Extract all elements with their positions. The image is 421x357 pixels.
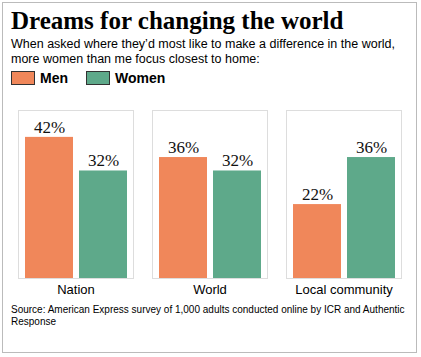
svg-text:32%: 32% — [222, 151, 253, 170]
svg-text:36%: 36% — [168, 138, 199, 157]
svg-text:32%: 32% — [88, 151, 119, 170]
html-text:Source: American Express surve: Source: American Express survey of 1,000… — [11, 304, 405, 327]
html-text:Men: Men — [40, 70, 68, 86]
html-text:Women: Women — [115, 70, 166, 86]
html-text:When asked where they’d most l: When asked where they’d most like to mak… — [11, 37, 395, 66]
svg-text:Local community: Local community — [295, 282, 393, 297]
svg-text:36%: 36% — [356, 138, 387, 157]
svg-text:World: World — [193, 282, 227, 297]
html-text:Dreams for changing the world: Dreams for changing the world — [11, 7, 344, 34]
svg-text:22%: 22% — [302, 185, 333, 204]
svg-text:42%: 42% — [34, 118, 65, 137]
svg-text:Nation: Nation — [57, 282, 95, 297]
